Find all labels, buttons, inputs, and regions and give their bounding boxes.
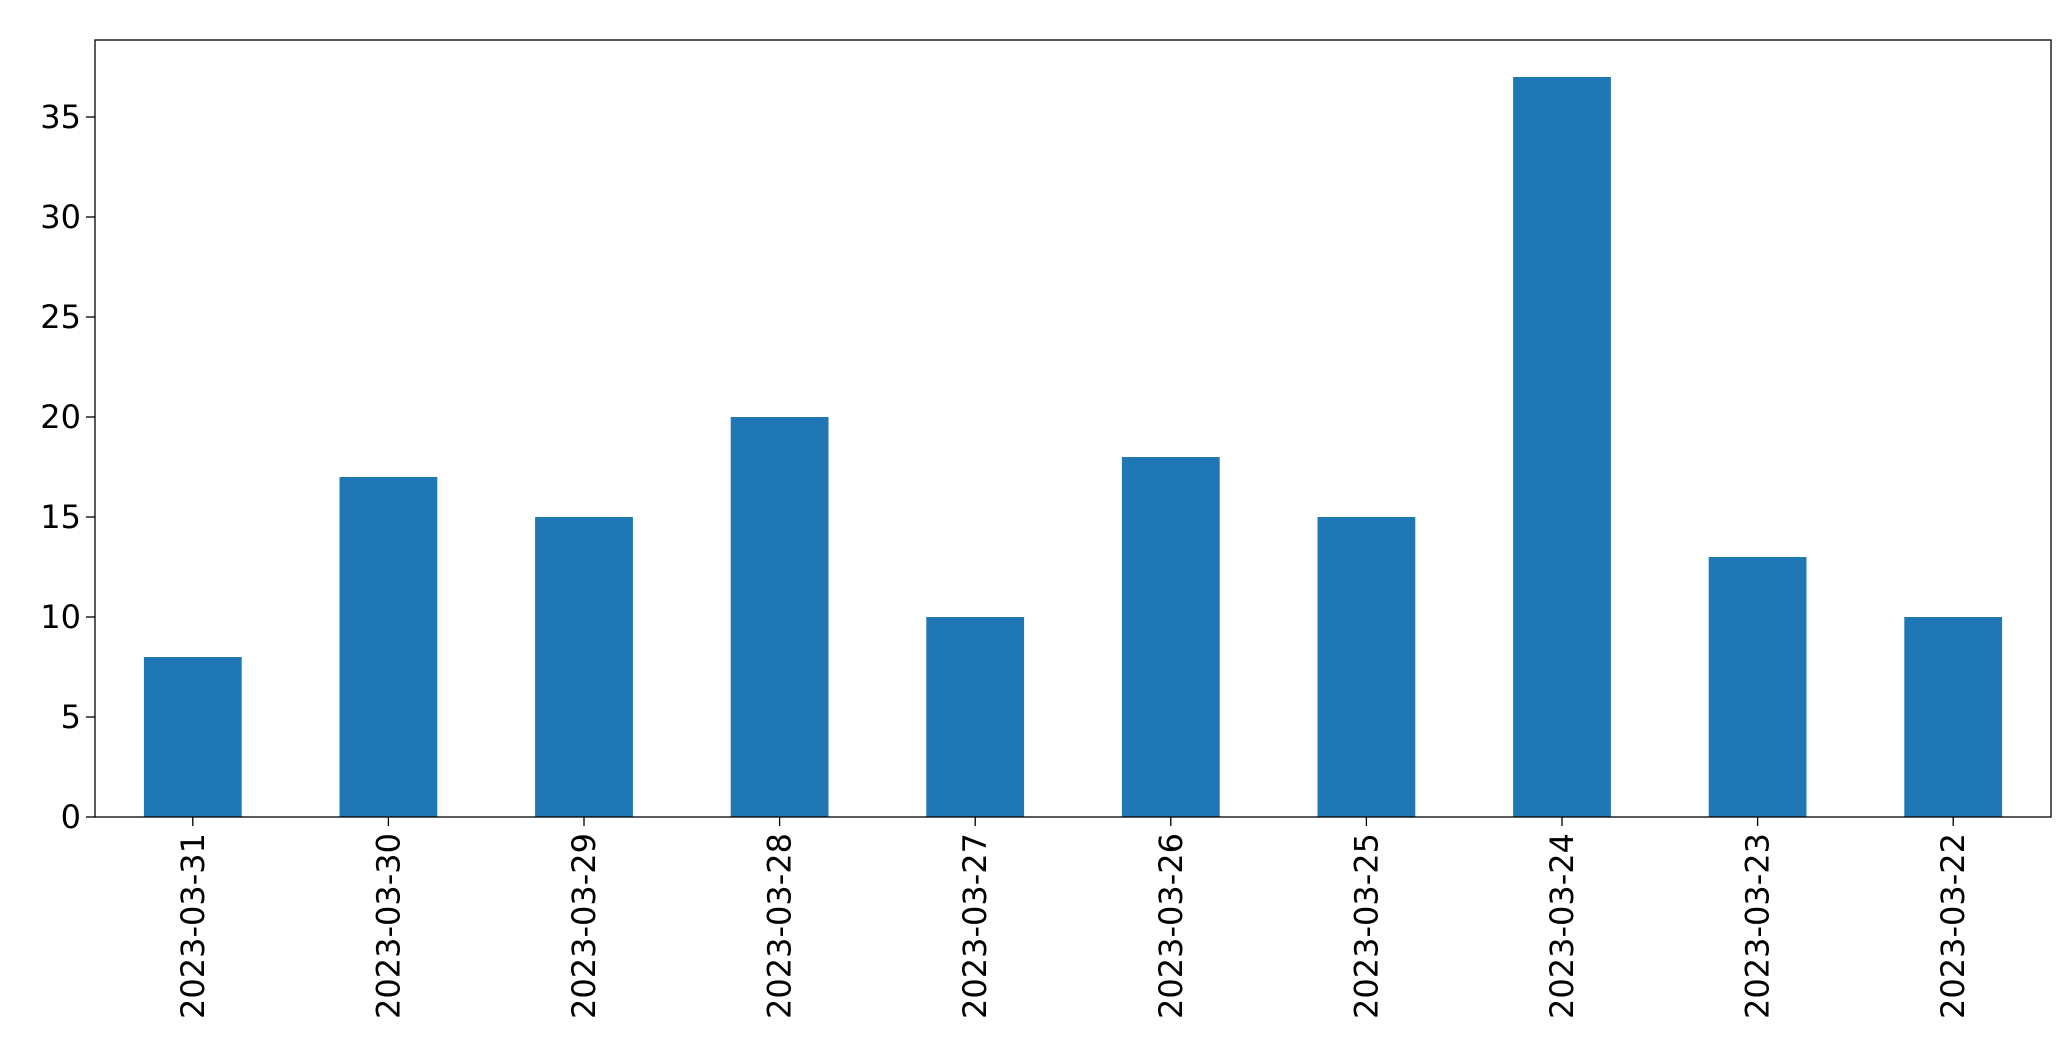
- bar: [339, 477, 438, 817]
- x-tick-label: 2023-03-28: [761, 833, 799, 1019]
- x-tick-label: 2023-03-26: [1152, 833, 1190, 1019]
- y-tick-label: 25: [40, 298, 81, 336]
- x-tick-label: 2023-03-24: [1543, 833, 1581, 1019]
- bar: [926, 617, 1025, 817]
- x-tick-label: 2023-03-25: [1347, 833, 1385, 1019]
- axes-frame: [94, 39, 2052, 818]
- x-tick-label: 2023-03-30: [369, 833, 407, 1019]
- y-tick-label: 20: [40, 398, 81, 436]
- x-tick-label: 2023-03-31: [174, 833, 212, 1019]
- y-tick-label: 0: [61, 798, 81, 836]
- bar: [143, 657, 242, 817]
- bar: [535, 517, 633, 817]
- y-tick-label: 15: [40, 498, 81, 536]
- bar: [1708, 557, 1807, 817]
- x-tick-label: 2023-03-22: [1934, 833, 1972, 1019]
- x-tick-label: 2023-03-29: [565, 833, 603, 1019]
- y-tick-label: 30: [40, 198, 81, 236]
- y-tick-label: 35: [40, 98, 81, 136]
- bar: [730, 417, 829, 817]
- y-tick-label: 10: [40, 598, 81, 636]
- x-tick-label: 2023-03-23: [1739, 833, 1777, 1019]
- bar: [1121, 457, 1220, 817]
- bar: [1513, 77, 1611, 817]
- bar: [1317, 517, 1416, 817]
- x-tick-label: 2023-03-27: [956, 833, 994, 1019]
- y-tick-label: 5: [61, 698, 81, 736]
- bar: [1904, 617, 2003, 817]
